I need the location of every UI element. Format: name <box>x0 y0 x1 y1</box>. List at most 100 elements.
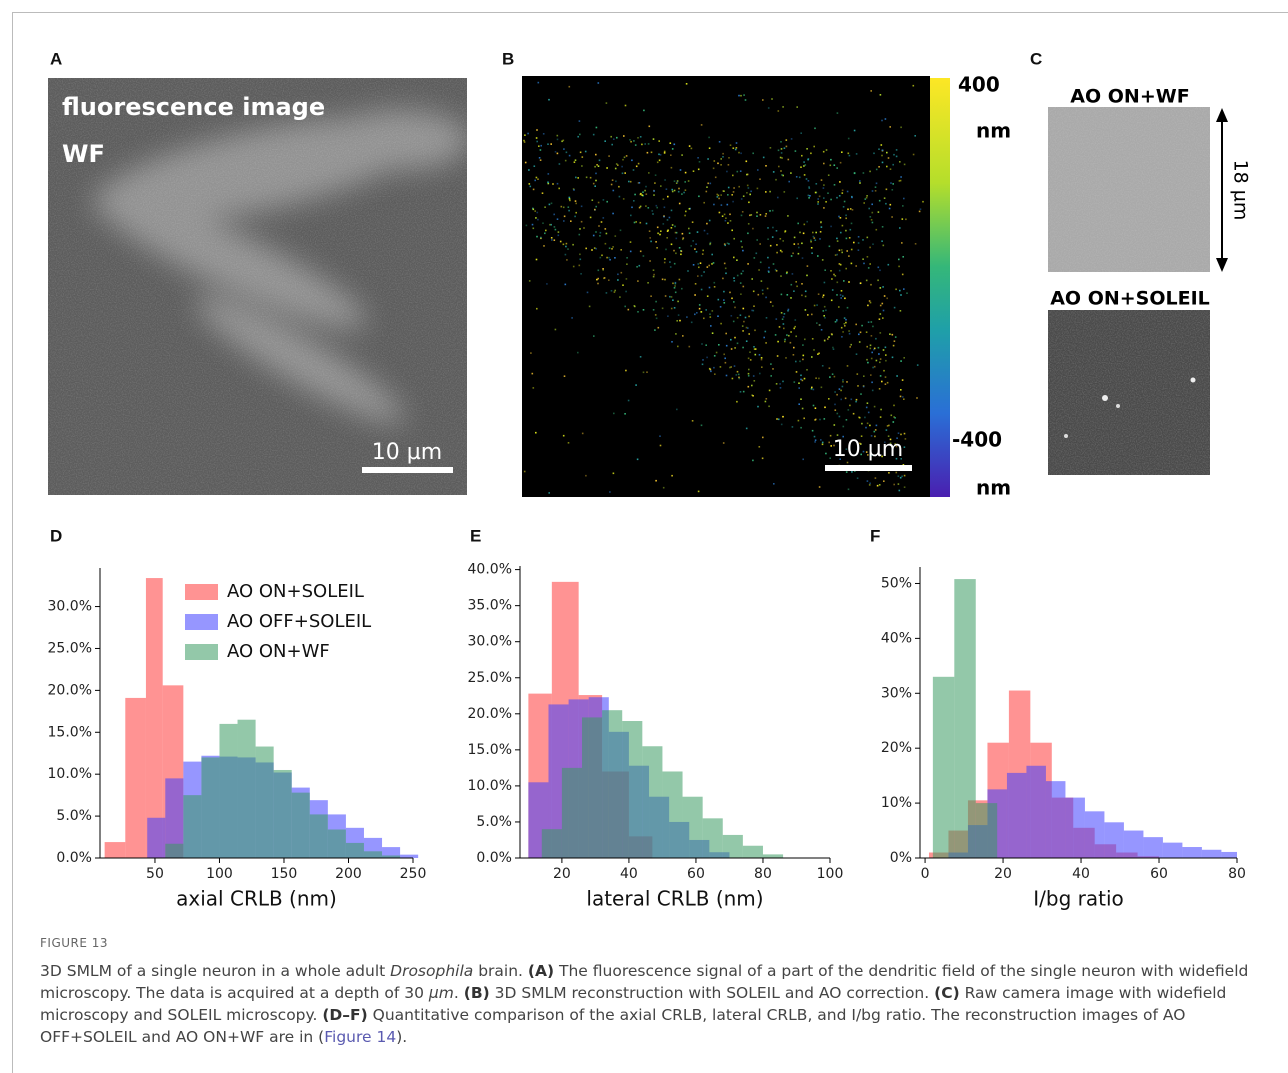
localization <box>628 400 630 402</box>
localization <box>851 399 853 401</box>
localization <box>542 222 544 224</box>
localization <box>844 317 846 319</box>
localization <box>871 321 873 323</box>
localization <box>867 256 869 258</box>
localization <box>886 152 888 154</box>
localization <box>608 257 610 259</box>
localization <box>724 243 726 245</box>
localization <box>566 152 568 154</box>
localization <box>575 203 577 205</box>
localization <box>799 232 801 234</box>
localization <box>579 234 581 236</box>
histogram-bar <box>1104 822 1123 858</box>
localization <box>575 177 577 179</box>
localization <box>613 138 615 140</box>
localization <box>745 317 747 319</box>
localization <box>900 294 902 296</box>
localization <box>793 354 795 356</box>
localization <box>629 139 631 141</box>
scale-bar <box>825 465 912 471</box>
localization <box>874 431 876 433</box>
localization <box>624 306 626 308</box>
localization <box>748 373 750 375</box>
localization <box>646 371 648 373</box>
localization <box>863 172 865 174</box>
localization <box>717 163 719 165</box>
localization <box>821 329 823 331</box>
localization <box>692 420 694 422</box>
localization <box>763 157 765 159</box>
localization <box>882 317 884 319</box>
localization <box>726 171 728 173</box>
localization <box>822 296 824 298</box>
localization <box>803 355 805 357</box>
localization <box>596 127 598 129</box>
localization <box>847 365 849 367</box>
localization <box>740 170 742 172</box>
figure-link[interactable]: Figure 14 <box>324 1028 396 1046</box>
localization <box>534 165 536 167</box>
localization <box>759 178 761 180</box>
localization <box>881 381 883 383</box>
localization <box>798 420 800 422</box>
unit: μm <box>429 984 454 1002</box>
localization <box>784 341 786 343</box>
localization <box>834 164 836 166</box>
localization <box>888 425 890 427</box>
camera-image <box>1048 310 1210 475</box>
localization <box>753 346 755 348</box>
localization <box>649 260 651 262</box>
localization <box>733 191 735 193</box>
localization <box>536 137 538 139</box>
localization <box>641 144 643 146</box>
localization <box>579 134 581 136</box>
localization <box>850 229 852 231</box>
localization <box>580 152 582 154</box>
localization <box>569 86 571 88</box>
localization <box>824 340 826 342</box>
localization <box>717 196 719 198</box>
localization <box>902 205 904 207</box>
localization <box>533 387 535 389</box>
localization <box>718 195 720 197</box>
localization <box>748 223 750 225</box>
localization <box>647 282 649 284</box>
localization <box>642 191 644 193</box>
panel-ref: (B) <box>464 984 490 1002</box>
localization <box>810 153 812 155</box>
localization <box>875 186 877 188</box>
localization <box>685 189 687 191</box>
localization <box>841 327 843 329</box>
panel-ref: (A) <box>528 962 554 980</box>
localization <box>532 373 534 375</box>
localization <box>699 308 701 310</box>
localization <box>559 163 561 165</box>
localization <box>699 304 701 306</box>
localization <box>825 310 827 312</box>
localization <box>916 397 918 399</box>
localization <box>689 145 691 147</box>
localization <box>549 224 551 226</box>
localization <box>870 284 872 286</box>
y-tick-label: 5.0% <box>476 814 512 830</box>
localization <box>671 341 673 343</box>
panel-label: E <box>470 526 481 545</box>
localization <box>652 210 654 212</box>
localization <box>696 312 698 314</box>
localization <box>776 252 778 254</box>
localization <box>801 283 803 285</box>
localization <box>841 252 843 254</box>
localization <box>796 176 798 178</box>
localization <box>824 418 826 420</box>
localization <box>678 314 680 316</box>
localization <box>848 409 850 411</box>
localization <box>790 331 792 333</box>
localization <box>852 209 854 211</box>
localization <box>836 197 838 199</box>
localization <box>555 151 557 153</box>
localization <box>640 251 642 253</box>
localization <box>849 346 851 348</box>
localization <box>849 237 851 239</box>
localization <box>809 187 811 189</box>
histogram-bar <box>400 855 418 858</box>
